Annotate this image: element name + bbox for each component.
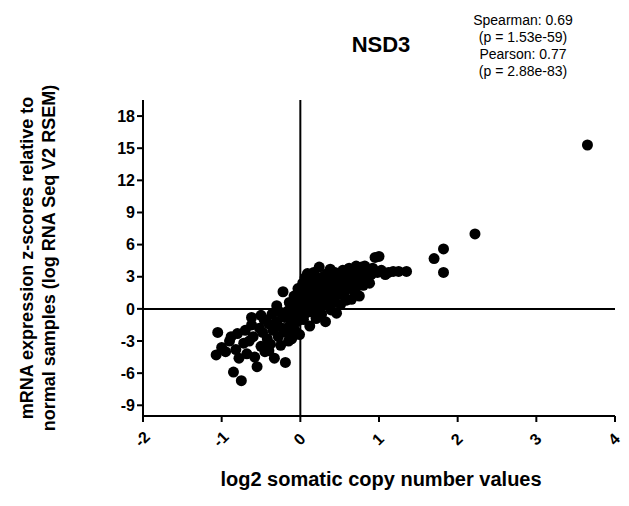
svg-text:1: 1 xyxy=(369,430,387,448)
svg-text:9: 9 xyxy=(126,204,135,221)
svg-text:3: 3 xyxy=(526,430,544,448)
html-text:log2 somatic copy number value: log2 somatic copy number values xyxy=(220,468,542,490)
html-text:mRNA expression z-scores relat: mRNA expression z-scores relative to xyxy=(17,96,37,420)
svg-text:-3: -3 xyxy=(121,333,135,350)
svg-text:6: 6 xyxy=(126,236,135,253)
svg-text:3: 3 xyxy=(126,268,135,285)
svg-text:-2: -2 xyxy=(131,428,153,450)
html-text:(p = 1.53e-59): (p = 1.53e-59) xyxy=(478,29,568,45)
svg-text:0: 0 xyxy=(290,430,308,448)
html-text:(p = 2.88e-83): (p = 2.88e-83) xyxy=(478,63,568,79)
svg-text:2: 2 xyxy=(448,430,466,448)
svg-text:-1: -1 xyxy=(210,428,232,450)
svg-text:4: 4 xyxy=(605,430,621,448)
svg-text:18: 18 xyxy=(117,108,135,125)
html-text:Spearman: 0.69: Spearman: 0.69 xyxy=(473,12,573,28)
html-text:Pearson: 0.77: Pearson: 0.77 xyxy=(479,46,567,62)
svg-text:15: 15 xyxy=(117,140,135,157)
html-text:normal samples (log RNA Seq V2: normal samples (log RNA Seq V2 RSEM) xyxy=(39,84,59,432)
svg-text:12: 12 xyxy=(117,172,135,189)
svg-text:0: 0 xyxy=(126,301,135,318)
svg-text:-9: -9 xyxy=(121,397,135,414)
svg-text:-6: -6 xyxy=(121,365,135,382)
html-text:NSD3: NSD3 xyxy=(351,32,411,57)
